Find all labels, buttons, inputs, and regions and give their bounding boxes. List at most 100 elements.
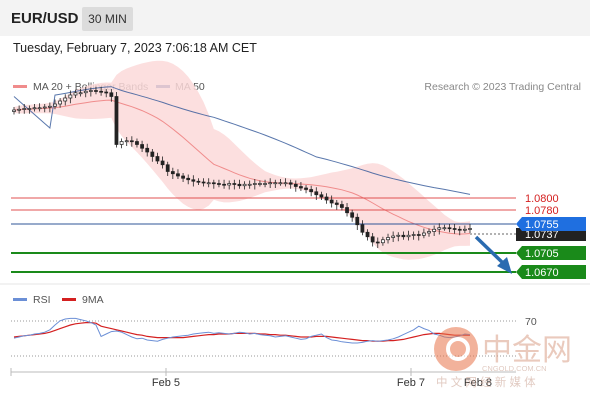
candle-body <box>165 164 170 172</box>
watermark-cn: 中金网 <box>482 334 572 367</box>
candle-body <box>78 92 83 95</box>
candle-body <box>227 183 232 186</box>
candle-body <box>406 234 411 238</box>
candle-body <box>457 228 462 231</box>
rsi-level-label: 70 <box>525 316 537 328</box>
candle-body <box>222 183 226 186</box>
candle-body <box>104 91 109 94</box>
candle-body <box>350 212 355 218</box>
candle-body <box>468 228 472 230</box>
ma20-legend-swatch <box>13 85 27 88</box>
candle-body <box>263 183 267 185</box>
candle-body <box>304 187 308 190</box>
candle-body <box>391 235 396 238</box>
candle-body <box>109 92 114 97</box>
candle-body <box>119 141 124 145</box>
rsi-legend-label: RSI <box>33 294 51 306</box>
candle-body <box>181 175 185 179</box>
candle-body <box>273 182 278 185</box>
candle-body <box>427 231 431 234</box>
candle-body <box>12 109 16 112</box>
candle-body <box>247 183 252 186</box>
current-price-tag: 1.0737 <box>516 228 586 241</box>
candle-body <box>145 147 150 153</box>
candle-body <box>447 227 452 230</box>
candle-body <box>124 140 129 143</box>
candle-body <box>232 183 237 185</box>
candle-body <box>22 108 27 110</box>
candle-body <box>242 183 247 187</box>
candle-body <box>201 181 206 184</box>
datetime-label: Tuesday, February 7, 2023 7:06:18 AM CET <box>13 41 257 55</box>
candle-body <box>293 183 298 187</box>
watermark-sub: 中 文 网 经 新 媒 体 <box>436 375 536 389</box>
candle-body <box>140 144 144 149</box>
candle-body <box>334 202 339 205</box>
candle-body <box>27 108 32 110</box>
candle-body <box>129 140 134 143</box>
candle-body <box>53 103 57 107</box>
candle-body <box>442 227 447 230</box>
pivot-price-tag: 1.0755 <box>516 217 586 231</box>
candle-body <box>381 239 385 244</box>
ma50-line <box>13 86 471 195</box>
timeframe-button[interactable]: 30 MIN <box>82 7 133 31</box>
candle-body <box>217 183 221 185</box>
candle-body <box>191 179 196 182</box>
candle-body <box>32 107 37 110</box>
support-label-1: 1.0705 <box>525 248 559 260</box>
rsi-legend-swatch <box>13 298 27 301</box>
candle-body <box>211 182 216 185</box>
rsi-ma-legend-label: 9MA <box>82 294 104 306</box>
candle-body <box>99 90 103 93</box>
candle-body <box>365 231 370 238</box>
candle-body <box>278 182 283 185</box>
candle-body <box>58 100 62 105</box>
current-price-label: 1.0737 <box>525 229 559 241</box>
candle-body <box>396 234 401 237</box>
candle-body <box>114 96 119 145</box>
candle-body <box>252 183 257 185</box>
cngold-logo-icon <box>434 327 478 371</box>
candle-body <box>83 90 88 94</box>
rsi-ma-line <box>13 322 470 342</box>
candlesticks <box>12 86 472 248</box>
candle-body <box>375 241 380 244</box>
candle-body <box>324 196 329 201</box>
research-credit: Research © 2023 Trading Central <box>424 81 581 93</box>
candle-body <box>37 107 42 110</box>
rsi-line <box>13 317 471 344</box>
candle-body <box>355 216 360 226</box>
cngold-watermark: 中金网 CNGOLD.COM.CN 中 文 网 经 新 媒 体 <box>434 327 572 389</box>
candle-body <box>299 186 303 189</box>
candle-body <box>47 105 52 108</box>
candle-body <box>329 199 334 204</box>
candle-body <box>258 183 262 185</box>
symbol-label: EUR/USD <box>11 10 79 27</box>
xaxis-label-2: Feb 7 <box>397 377 425 389</box>
candle-body <box>186 177 191 181</box>
candle-body <box>422 232 426 236</box>
candle-body <box>437 227 442 230</box>
candle-body <box>155 156 160 162</box>
candle-body <box>94 90 98 92</box>
candle-body <box>288 182 293 185</box>
candle-body <box>416 234 421 236</box>
candle-body <box>345 207 349 214</box>
resistance-label-2: 1.0780 <box>525 205 559 217</box>
candle-body <box>340 204 344 208</box>
candle-body <box>196 180 201 183</box>
candle-body <box>17 108 22 111</box>
candle-body <box>73 92 78 96</box>
chart-header: EUR/USD 30 MIN <box>0 0 590 36</box>
candle-body <box>206 182 211 185</box>
watermark-url: CNGOLD.COM.CN <box>482 364 547 373</box>
candle-body <box>42 106 47 109</box>
candle-body <box>314 191 319 196</box>
candle-body <box>237 183 242 187</box>
support-price-tag-1: 1.0705 <box>516 246 586 260</box>
candle-body <box>268 182 273 185</box>
pivot-label: 1.0755 <box>525 219 559 231</box>
candle-body <box>370 236 375 243</box>
